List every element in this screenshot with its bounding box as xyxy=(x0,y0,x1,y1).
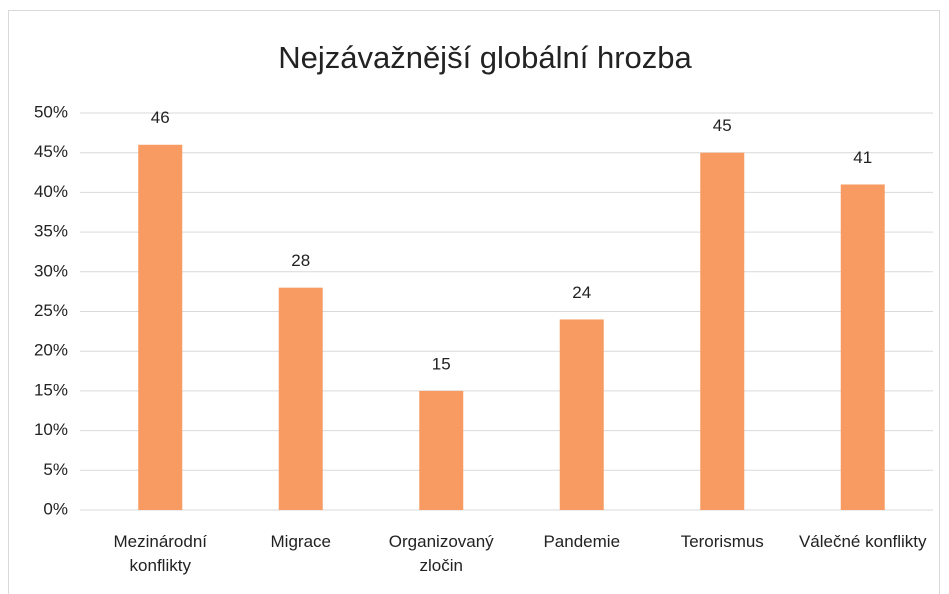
data-label: 28 xyxy=(291,251,310,270)
y-tick-label: 25% xyxy=(34,301,68,320)
data-label: 15 xyxy=(432,354,451,373)
y-tick-label: 40% xyxy=(34,182,68,201)
x-tick-label: Organizovaný zločin xyxy=(388,532,494,575)
y-tick-label: 15% xyxy=(34,380,68,399)
x-tick-label: Válečné konflikty xyxy=(798,532,927,551)
data-label: 46 xyxy=(151,108,170,127)
bar xyxy=(278,287,323,510)
bar xyxy=(700,152,745,510)
chart-title: Nejzávažnější globální hrozba xyxy=(278,40,692,75)
y-tick-label: 30% xyxy=(34,261,68,280)
data-label: 24 xyxy=(572,283,591,302)
y-tick-label: 5% xyxy=(43,460,68,479)
y-tick-label: 0% xyxy=(43,499,68,518)
x-tick-label: Migrace xyxy=(270,532,331,551)
y-tick-label: 45% xyxy=(34,142,68,161)
bar xyxy=(840,184,885,510)
x-tick-label: Mezinárodní konflikty xyxy=(113,532,208,575)
x-tick-label: Pandemie xyxy=(543,532,621,551)
y-tick-label: 10% xyxy=(34,420,68,439)
data-label: 41 xyxy=(853,148,872,167)
y-tick-label: 35% xyxy=(34,222,68,241)
data-label: 45 xyxy=(713,116,732,135)
x-tick-label: Terorismus xyxy=(680,532,764,551)
bar xyxy=(419,390,464,510)
bar xyxy=(138,144,183,510)
bar xyxy=(559,319,604,510)
y-tick-label: 50% xyxy=(34,102,68,121)
y-tick-label: 20% xyxy=(34,341,68,360)
